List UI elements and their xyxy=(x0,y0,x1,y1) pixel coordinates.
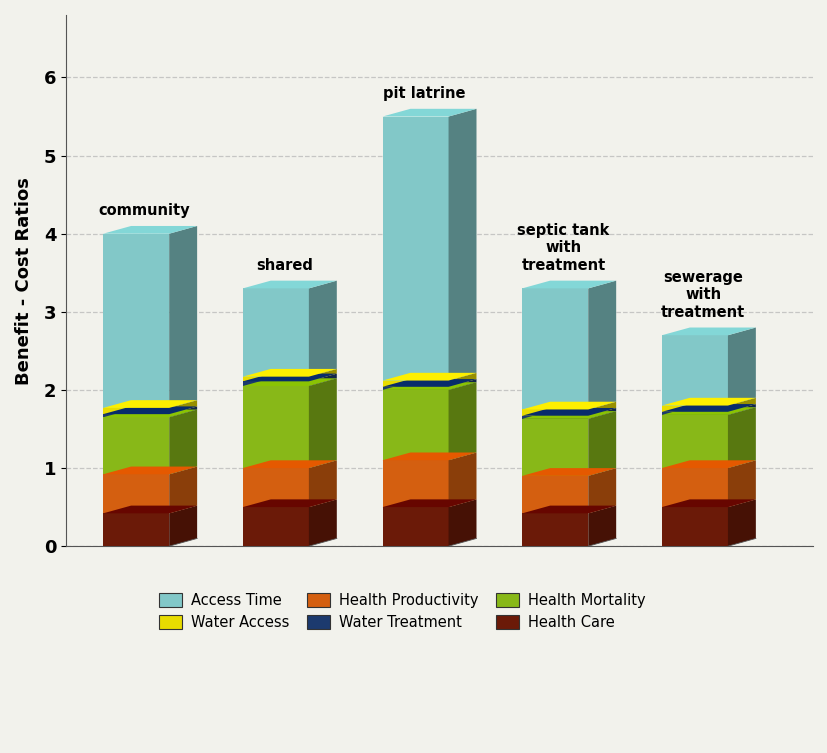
Polygon shape xyxy=(448,379,476,390)
Polygon shape xyxy=(661,460,755,468)
Bar xyxy=(522,416,587,419)
Polygon shape xyxy=(587,281,615,410)
Bar xyxy=(661,406,727,412)
Polygon shape xyxy=(308,378,337,468)
Polygon shape xyxy=(103,226,197,233)
Polygon shape xyxy=(242,369,337,376)
Polygon shape xyxy=(103,400,197,408)
Polygon shape xyxy=(382,373,476,380)
Bar xyxy=(103,233,169,408)
Bar xyxy=(103,514,169,546)
Bar xyxy=(242,386,308,468)
Polygon shape xyxy=(661,404,755,412)
Polygon shape xyxy=(587,468,615,514)
Bar xyxy=(661,412,727,415)
Polygon shape xyxy=(661,407,755,415)
Polygon shape xyxy=(727,499,755,546)
Bar xyxy=(522,288,587,410)
Polygon shape xyxy=(169,410,197,474)
Bar xyxy=(382,387,448,390)
Polygon shape xyxy=(448,499,476,546)
Polygon shape xyxy=(522,402,615,410)
Polygon shape xyxy=(103,410,197,417)
Text: septic tank
with
treatment: septic tank with treatment xyxy=(517,223,609,273)
Polygon shape xyxy=(727,407,755,468)
Bar xyxy=(103,474,169,514)
Bar xyxy=(242,376,308,381)
Polygon shape xyxy=(308,281,337,376)
Bar xyxy=(103,414,169,417)
Polygon shape xyxy=(308,369,337,381)
Polygon shape xyxy=(382,109,476,117)
Polygon shape xyxy=(448,373,476,387)
Bar xyxy=(522,476,587,514)
Polygon shape xyxy=(308,499,337,546)
Polygon shape xyxy=(169,505,197,546)
Polygon shape xyxy=(522,281,615,288)
Polygon shape xyxy=(727,460,755,507)
Polygon shape xyxy=(522,408,615,416)
Polygon shape xyxy=(169,226,197,408)
Text: community: community xyxy=(98,203,190,218)
Text: sewerage
with
treatment: sewerage with treatment xyxy=(661,270,744,320)
Bar xyxy=(522,419,587,476)
Polygon shape xyxy=(382,383,476,390)
Polygon shape xyxy=(103,467,197,474)
Bar xyxy=(242,288,308,376)
Polygon shape xyxy=(661,398,755,406)
Bar xyxy=(382,460,448,507)
Polygon shape xyxy=(587,408,615,419)
Polygon shape xyxy=(242,378,337,386)
Polygon shape xyxy=(727,404,755,415)
Polygon shape xyxy=(661,328,755,335)
Bar xyxy=(661,335,727,406)
Bar xyxy=(103,417,169,474)
Text: pit latrine: pit latrine xyxy=(382,86,465,101)
Polygon shape xyxy=(308,373,337,386)
Bar xyxy=(382,390,448,460)
Bar xyxy=(522,410,587,416)
Polygon shape xyxy=(522,411,615,419)
Polygon shape xyxy=(727,328,755,406)
Bar xyxy=(522,514,587,546)
Polygon shape xyxy=(587,411,615,476)
Polygon shape xyxy=(448,453,476,507)
Polygon shape xyxy=(587,505,615,546)
Bar xyxy=(661,468,727,507)
Polygon shape xyxy=(242,281,337,288)
Polygon shape xyxy=(169,467,197,514)
Polygon shape xyxy=(522,468,615,476)
Polygon shape xyxy=(308,460,337,507)
Bar xyxy=(382,507,448,546)
Legend: Access Time, Water Access, Health Productivity, Water Treatment, Health Mortalit: Access Time, Water Access, Health Produc… xyxy=(151,585,653,637)
Bar xyxy=(661,415,727,468)
Polygon shape xyxy=(587,402,615,416)
Polygon shape xyxy=(727,398,755,412)
Bar xyxy=(242,507,308,546)
Polygon shape xyxy=(169,407,197,417)
Bar xyxy=(382,117,448,380)
Polygon shape xyxy=(382,453,476,460)
Polygon shape xyxy=(448,109,476,380)
Bar xyxy=(661,507,727,546)
Polygon shape xyxy=(661,499,755,507)
Polygon shape xyxy=(103,505,197,514)
Bar xyxy=(242,381,308,386)
Polygon shape xyxy=(169,400,197,414)
Bar xyxy=(382,380,448,387)
Polygon shape xyxy=(242,373,337,381)
Polygon shape xyxy=(522,505,615,514)
Bar xyxy=(242,468,308,507)
Text: shared: shared xyxy=(256,258,313,273)
Polygon shape xyxy=(103,407,197,414)
Polygon shape xyxy=(382,499,476,507)
Polygon shape xyxy=(242,499,337,507)
Polygon shape xyxy=(448,383,476,460)
Polygon shape xyxy=(382,379,476,387)
Bar xyxy=(103,408,169,414)
Y-axis label: Benefit - Cost Ratios: Benefit - Cost Ratios xyxy=(15,177,33,385)
Polygon shape xyxy=(242,460,337,468)
